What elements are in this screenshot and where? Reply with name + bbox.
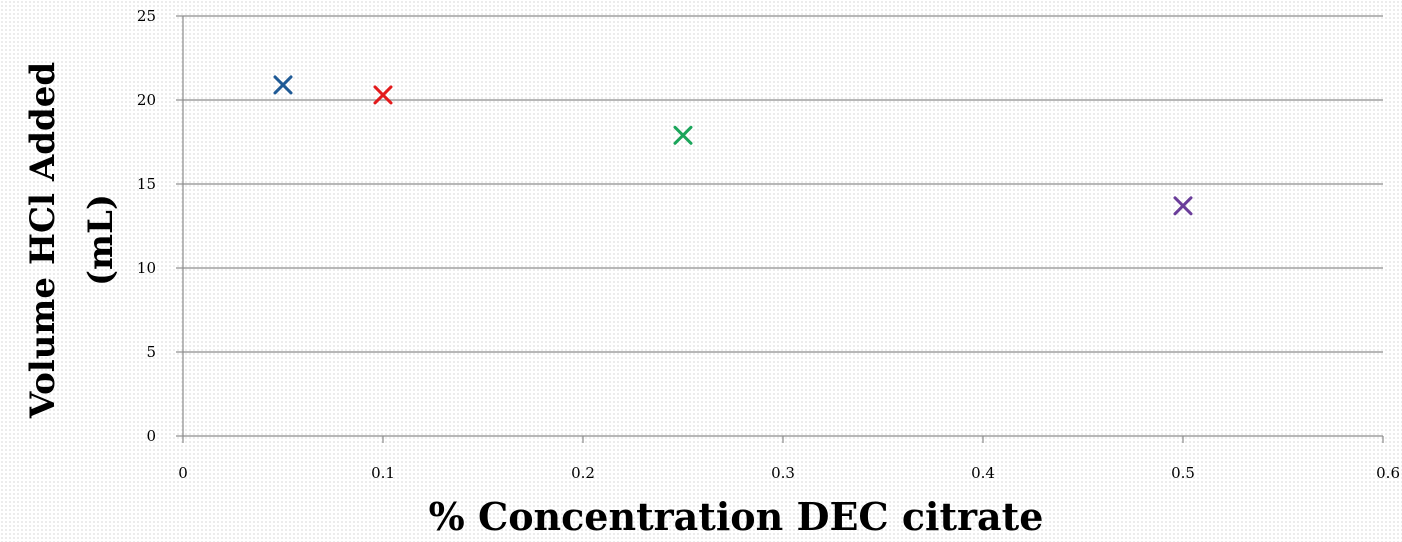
x-tick-label: 0.5 [1171,464,1195,482]
x-tick-label: 0 [178,464,188,482]
axes [176,16,1383,443]
x-tick-label: 0.2 [571,464,595,482]
y-tick-label: 0 [146,427,156,445]
data-point [675,127,691,143]
y-tick-labels: 0 5 10 15 20 25 [137,7,156,445]
x-tick-label: 0.6 [1376,464,1400,482]
data-points [275,77,1191,214]
y-axis-title-line-2: (mL) [81,194,121,286]
x-tick-labels: 0 0.1 0.2 0.3 0.4 0.5 0.6 [178,464,1400,482]
y-tick-label: 25 [137,7,156,25]
y-tick-label: 15 [137,175,156,193]
y-tick-label: 10 [137,259,156,277]
x-tick-label: 0.3 [771,464,795,482]
x-tick-label: 0.1 [371,464,395,482]
x-axis-title: % Concentration DEC citrate [429,494,1044,539]
y-axis-title: Volume HCl Added (mL) [23,62,121,419]
y-axis-title-line-1: Volume HCl Added [23,62,63,419]
data-point [1175,198,1191,214]
x-tick-label: 0.4 [971,464,995,482]
y-tick-label: 20 [137,91,156,109]
data-point [275,77,291,93]
gridlines [183,16,1383,352]
y-tick-label: 5 [146,343,156,361]
